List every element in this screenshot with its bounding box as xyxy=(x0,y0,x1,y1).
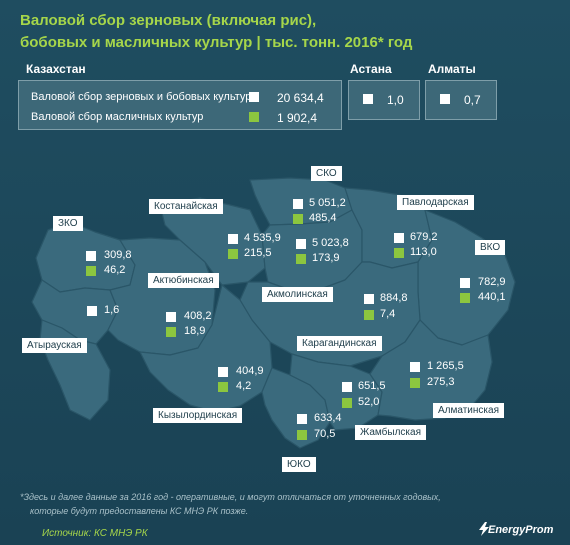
region-almatinsk xyxy=(369,319,493,421)
label-pavlodar: Павлодарская xyxy=(397,195,474,210)
zko-oil-value: 46,2 xyxy=(104,264,126,276)
sko-grain-square xyxy=(293,199,303,209)
atyrau-grain-square xyxy=(87,306,97,316)
almatinsk-oil-square xyxy=(410,378,420,388)
aktobe-grain-square xyxy=(166,312,176,322)
label-aktobe: Актюбинская xyxy=(148,273,219,288)
oil-legend-square xyxy=(249,112,259,122)
footnote: *Здесь и далее данные за 2016 год - опер… xyxy=(20,490,441,518)
pavlodar-grain-square xyxy=(394,233,404,243)
oil-total-value: 1 902,4 xyxy=(277,111,318,125)
aktobe-oil-square xyxy=(166,327,176,337)
kazakhstan-header: Казахстан xyxy=(26,62,86,76)
pavlodar-oil-value: 113,0 xyxy=(410,246,437,258)
astana-header: Астана xyxy=(350,62,392,76)
astana-box: 1,0 xyxy=(348,80,420,120)
almatinsk-grain-value: 1 265,5 xyxy=(427,360,464,372)
zhambyl-oil-square xyxy=(342,398,352,408)
title-line-2: бобовых и масличных культур | тыс. тонн.… xyxy=(20,34,413,51)
grain-total-value: 20 634,4 xyxy=(277,91,324,105)
sko-oil-value: 485,4 xyxy=(309,212,337,224)
label-sko: СКО xyxy=(311,166,342,181)
kostanay-grain-value: 4 535,9 xyxy=(244,232,281,244)
region-kostanay xyxy=(159,197,266,286)
karaganda-grain-square xyxy=(364,294,374,304)
sko-oil-square xyxy=(293,214,303,224)
zko-oil-square xyxy=(86,266,96,276)
kyzylorda-oil-square xyxy=(218,382,228,392)
footnote-line-1: *Здесь и далее данные за 2016 год - опер… xyxy=(20,492,441,502)
zko-grain-value: 309,8 xyxy=(104,249,132,261)
almaty-box: 0,7 xyxy=(425,80,497,120)
karaganda-oil-square xyxy=(364,310,374,320)
aktobe-grain-value: 408,2 xyxy=(184,310,212,322)
label-almatinsk: Алматинская xyxy=(433,403,504,418)
almaty-grain-square xyxy=(440,94,450,104)
label-vko: ВКО xyxy=(475,240,506,255)
almatinsk-grain-square xyxy=(410,362,420,372)
zhambyl-grain-square xyxy=(342,382,352,392)
almatinsk-oil-value: 275,3 xyxy=(427,376,455,388)
energyprom-logo-icon xyxy=(479,522,489,536)
label-kostanay: Костанайская xyxy=(149,199,223,214)
zhambyl-oil-value: 52,0 xyxy=(358,396,380,408)
astana-grain-value: 1,0 xyxy=(387,93,404,107)
sko-grain-value: 5 051,2 xyxy=(309,197,346,209)
kostanay-oil-value: 215,5 xyxy=(244,247,272,259)
kazakhstan-totals-box: Валовой сбор зерновых и бобовых культур … xyxy=(18,80,342,130)
akmola-oil-square xyxy=(296,254,306,264)
karaganda-grain-value: 884,8 xyxy=(380,292,408,304)
brand-logo: EnergyProm xyxy=(488,524,554,536)
uko-grain-square xyxy=(297,414,307,424)
kostanay-grain-square xyxy=(228,234,238,244)
karaganda-oil-value: 7,4 xyxy=(380,308,396,320)
label-zhambyl: Жамбылская xyxy=(355,425,426,440)
akmola-grain-value: 5 023,8 xyxy=(312,237,349,249)
label-uko: ЮКО xyxy=(282,457,316,472)
page-title: Валовой сбор зерновых (включая рис), боб… xyxy=(20,10,412,54)
kyzylorda-grain-value: 404,9 xyxy=(236,365,264,377)
almaty-header: Алматы xyxy=(428,62,476,76)
zhambyl-grain-value: 651,5 xyxy=(358,380,386,392)
pavlodar-grain-value: 679,2 xyxy=(410,231,438,243)
astana-grain-square xyxy=(363,94,373,104)
vko-oil-square xyxy=(460,293,470,303)
vko-grain-square xyxy=(460,278,470,288)
label-karaganda: Карагандинская xyxy=(297,336,382,351)
akmola-grain-square xyxy=(296,239,306,249)
label-zko: ЗКО xyxy=(53,216,83,231)
aktobe-oil-value: 18,9 xyxy=(184,325,206,337)
source-note: Источник: КС МНЭ РК xyxy=(42,528,148,539)
label-atyrau: Атырауская xyxy=(22,338,87,353)
oil-total-label: Валовой сбор масличных культур xyxy=(31,111,204,123)
label-akmola: Акмолинская xyxy=(262,287,333,302)
uko-oil-value: 70,5 xyxy=(314,428,336,440)
region-atyrau xyxy=(31,279,119,345)
atyrau-grain-value: 1,6 xyxy=(104,304,120,316)
almaty-grain-value: 0,7 xyxy=(464,93,481,107)
pavlodar-oil-square xyxy=(394,248,404,258)
region-kyzylorda xyxy=(139,284,273,413)
uko-grain-value: 633,4 xyxy=(314,412,342,424)
label-kyzylorda: Кызылординская xyxy=(153,408,243,423)
grain-legend-square xyxy=(249,92,259,102)
akmola-oil-value: 173,9 xyxy=(312,252,340,264)
zko-grain-square xyxy=(86,251,96,261)
footnote-line-2: которые будут предоставлены КС МНЭ РК по… xyxy=(30,506,249,516)
uko-oil-square xyxy=(297,430,307,440)
vko-oil-value: 440,1 xyxy=(478,291,506,303)
kyzylorda-oil-value: 4,2 xyxy=(236,380,252,392)
title-line-1: Валовой сбор зерновых (включая рис), xyxy=(20,12,317,29)
vko-grain-value: 782,9 xyxy=(478,276,506,288)
grain-total-label: Валовой сбор зерновых и бобовых культур xyxy=(31,91,252,103)
kyzylorda-grain-square xyxy=(218,367,228,377)
kostanay-oil-square xyxy=(228,249,238,259)
